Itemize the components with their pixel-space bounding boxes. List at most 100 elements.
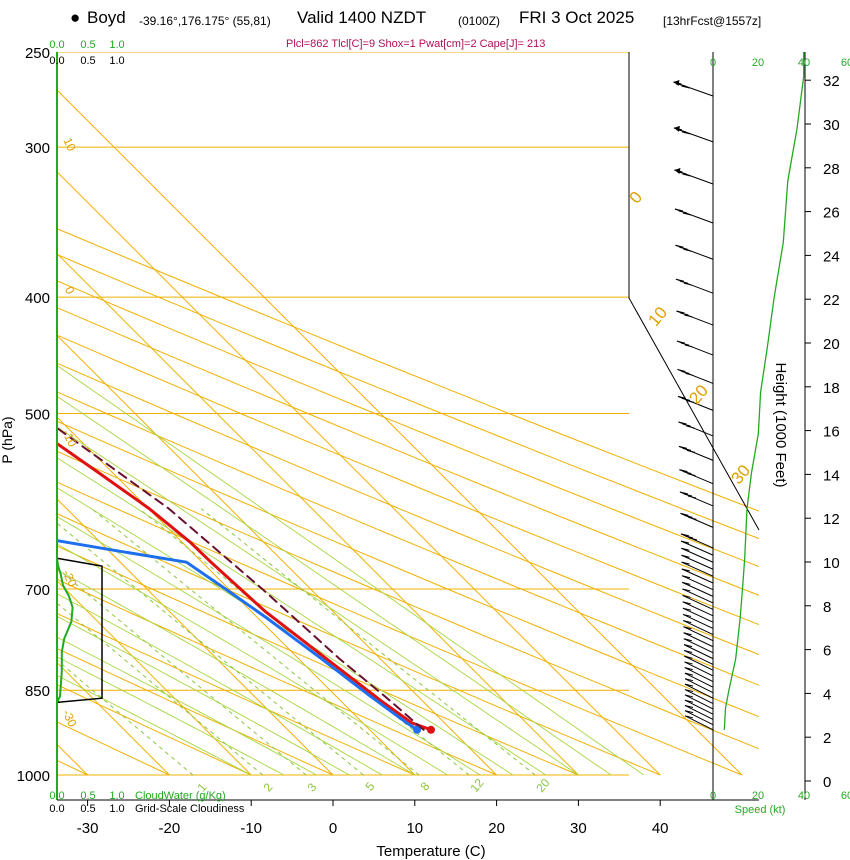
- cloudiness-scale-bottom: 1.0: [109, 803, 124, 815]
- wind-barb: [680, 533, 714, 549]
- isotherm-line: [57, 252, 579, 776]
- forecast-date: FRI 3 Oct 2025: [519, 8, 635, 27]
- wind-barb: [681, 554, 714, 570]
- wind-barb-flag: [680, 342, 690, 346]
- wind-barb: [682, 607, 714, 623]
- forecast-run: [13hrFcst@1557z]: [663, 14, 762, 28]
- dry-adiabat: [57, 334, 759, 626]
- mixing-ratio-line: [57, 522, 364, 776]
- dry-adiabat: [57, 450, 759, 750]
- wind-barb: [673, 79, 714, 97]
- wind-barb: [679, 469, 714, 485]
- pressure-tick-label: 250: [25, 45, 50, 62]
- series-temperature: [57, 441, 433, 732]
- cloudiness-scale-top: 0.0: [49, 55, 64, 67]
- wind-barb: [684, 694, 714, 710]
- wind-barb: [674, 208, 714, 224]
- height-tick-label: 6: [823, 643, 831, 660]
- cloudiness-line: [56, 557, 103, 704]
- wind-barb-flag: [681, 554, 690, 558]
- cloudiness-scale-bottom: 0.0: [49, 803, 64, 815]
- height-tick-label: 28: [823, 161, 840, 178]
- wind-speed-scale-top: 40: [798, 57, 810, 69]
- wind-barb-flag: [686, 425, 695, 429]
- station-name: Boyd: [87, 8, 126, 27]
- x-tick-label: 20: [488, 820, 505, 837]
- dry-adiabat: [57, 228, 759, 512]
- moist-adiabat: [57, 636, 317, 776]
- wind-barb-flag: [681, 370, 690, 374]
- wind-barb-flag: [674, 208, 684, 212]
- wind-barb-staff: [684, 683, 714, 699]
- wind-barb-staff: [681, 561, 714, 577]
- station-location: -39.16°,176.175° (55,81): [139, 14, 271, 28]
- wind-barb-staff: [683, 644, 714, 660]
- wind-barb-flag: [682, 173, 691, 177]
- wind-barb-flag: [683, 471, 692, 475]
- wind-barb-staff: [682, 613, 714, 629]
- wind-barb: [680, 512, 714, 528]
- pressure-tick-label: 850: [25, 683, 50, 700]
- wind-barb-flag: [684, 699, 694, 703]
- wind-barb-staff: [683, 626, 714, 642]
- height-tick-label: 14: [823, 467, 840, 484]
- dry-adiabat: [57, 513, 661, 776]
- wind-barb-flag: [684, 535, 694, 539]
- cloud-water-scale-bottom: 0.0: [49, 790, 64, 802]
- wind-barb: [675, 278, 714, 294]
- pressure-tick-label: 700: [25, 582, 50, 599]
- dry-adiabat: [57, 545, 579, 776]
- wind-barb-flag: [682, 588, 691, 592]
- wind-speed-scale-top: 60: [841, 57, 850, 69]
- wind-barb-staff: [684, 705, 714, 720]
- wind-barb-pennant: [673, 79, 680, 86]
- wind-barb-flag: [682, 601, 691, 605]
- cloud-water-scale-top: 0.5: [80, 39, 95, 51]
- wind-barb: [673, 125, 714, 143]
- cloud-water-scale-bottom: 1.0: [109, 790, 124, 802]
- wind-barb: [677, 368, 714, 384]
- series-layer: [57, 426, 435, 734]
- wind-barb-flag: [678, 445, 688, 449]
- wind-barb: [678, 445, 714, 461]
- wind-barb-flag: [687, 473, 696, 477]
- moist-adiabat: [57, 364, 645, 776]
- wind-barb-flag: [684, 710, 694, 714]
- series-dewpoint: [57, 539, 419, 732]
- wind-barb-flag: [677, 83, 686, 87]
- dry-adiabat: [57, 307, 759, 596]
- height-tick-label: 0: [823, 774, 831, 791]
- wind-speed-scale-bottom: 0: [710, 790, 716, 802]
- station-marker: ●: [70, 8, 81, 27]
- wind-barb-flag: [686, 449, 696, 453]
- wind-barb-flag: [682, 423, 691, 427]
- y-axis-label: P (hPa): [0, 416, 15, 463]
- height-tick-label: 8: [823, 599, 831, 616]
- cloudiness-scale-bottom: 0.5: [80, 803, 95, 815]
- wind-barb: [684, 683, 714, 699]
- moist-adiabat: [57, 395, 612, 776]
- wind-barb: [681, 568, 714, 584]
- mixing-ratio-line: [57, 602, 264, 776]
- wind-barb: [676, 310, 714, 326]
- cloud-water-label: CloudWater (g/Kg): [135, 790, 226, 802]
- wind-barb-staff: [681, 581, 714, 597]
- wind-barb-flag: [676, 310, 685, 314]
- plot-frame: [57, 52, 759, 800]
- wind-barb: [684, 699, 714, 715]
- wind-barb-flag: [688, 516, 697, 520]
- dry-adiabat: [57, 280, 759, 568]
- wind-speed-scale-bottom: 40: [798, 790, 810, 802]
- wind-barb-flag: [684, 667, 693, 671]
- wind-barb: [684, 704, 714, 720]
- wind-barb-flag: [680, 512, 689, 516]
- wind-barb: [682, 594, 714, 610]
- dry-adiabat: [57, 391, 759, 686]
- wind-barb-flag: [683, 632, 692, 636]
- wind-barb-flag: [684, 661, 693, 665]
- wind-barb-flag: [681, 568, 690, 572]
- cloud-water-scale-top: 0.0: [49, 39, 64, 51]
- pressure-tick-label: 1000: [17, 768, 50, 785]
- wind-barb-flag: [682, 447, 692, 451]
- wind-barb: [684, 678, 714, 694]
